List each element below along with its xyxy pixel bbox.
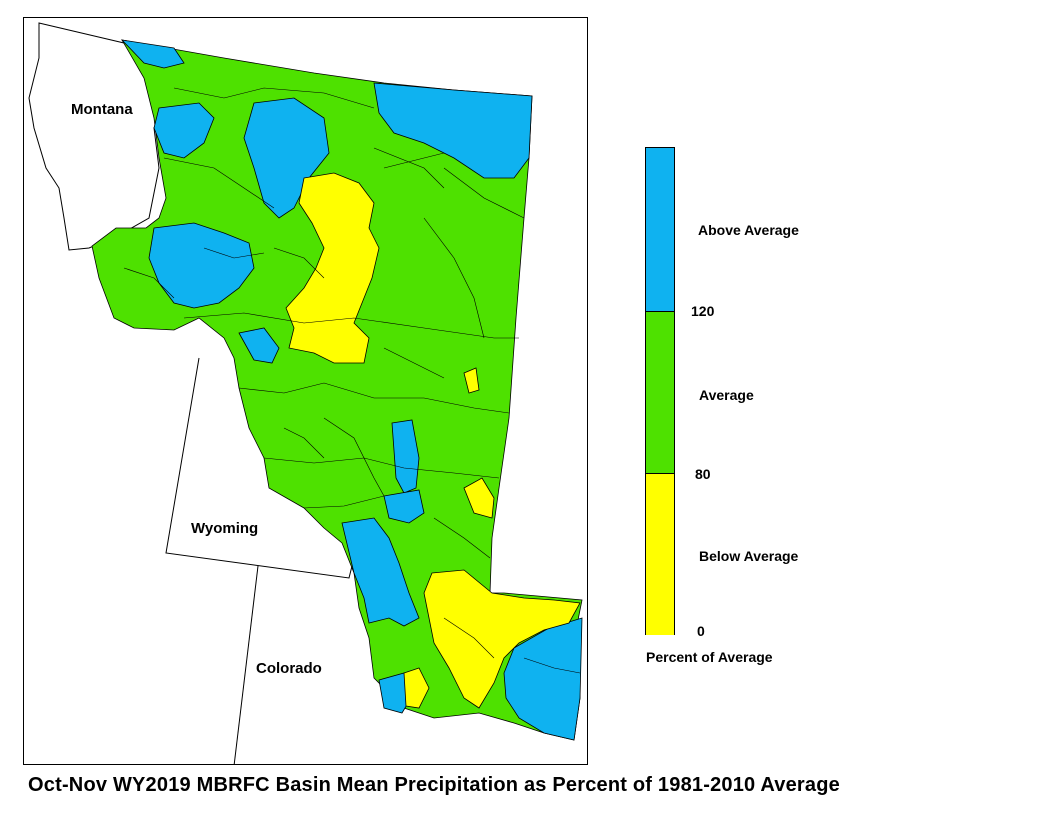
legend-label-above: Above Average [698, 222, 799, 238]
state-label-montana: Montana [71, 101, 133, 118]
map-title: Oct-Nov WY2019 MBRFC Basin Mean Precipit… [28, 774, 840, 796]
legend-label-average: Average [699, 387, 754, 403]
state-label-colorado: Colorado [256, 660, 322, 677]
basin-region-above-w1 [148, 222, 255, 309]
map-frame: Montana Wyoming Colorado [23, 17, 588, 765]
legend-swatch-below [646, 473, 674, 635]
basin-divides [123, 87, 581, 674]
legend-tick-0: 0 [697, 623, 705, 639]
wyoming-boundary [165, 357, 355, 579]
legend-swatch-average [646, 311, 674, 473]
legend-swatch-above [646, 148, 674, 311]
legend-label-below: Below Average [699, 548, 799, 564]
basin-region-below-north [285, 172, 380, 364]
basin-region-above-w2 [238, 327, 280, 364]
basin-region-above-nw3 [243, 97, 330, 219]
basin-region-below-sw [403, 667, 430, 709]
basin-region-below-e1 [463, 477, 495, 519]
basin-region-above-central [391, 419, 420, 494]
legend-tick-80: 80 [695, 466, 711, 482]
legend-tick-120: 120 [691, 303, 715, 319]
colorado-boundary [233, 565, 259, 764]
basin-regions [91, 39, 583, 741]
basin-region-average-main [91, 39, 583, 741]
basin-region-below-e2 [463, 367, 480, 394]
basin-region-above-ne [373, 82, 533, 179]
basin-region-above-nw2 [153, 102, 215, 159]
basin-region-below-s [423, 569, 581, 709]
basin-region-above-sw [341, 517, 420, 627]
basin-region-above-nw1 [120, 39, 185, 69]
legend-color-bar [645, 147, 675, 635]
state-label-wyoming: Wyoming [191, 520, 259, 537]
basin-region-above-mid [383, 489, 425, 524]
basin-map [28, 22, 583, 764]
legend-title: Percent of Average [646, 649, 773, 665]
